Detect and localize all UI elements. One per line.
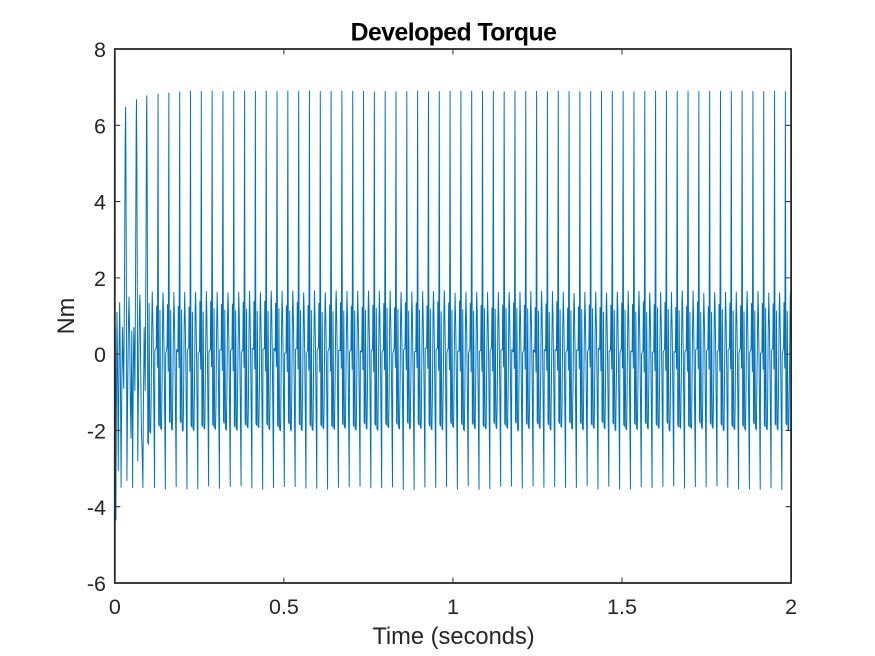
svg-text:0: 0 — [94, 343, 106, 367]
svg-text:0.5: 0.5 — [269, 595, 299, 619]
svg-text:Time (seconds): Time (seconds) — [372, 624, 534, 650]
svg-text:1: 1 — [447, 595, 459, 619]
svg-text:-4: -4 — [87, 496, 106, 520]
svg-text:6: 6 — [94, 114, 106, 138]
svg-text:-2: -2 — [87, 420, 106, 444]
svg-text:1.5: 1.5 — [607, 595, 637, 619]
svg-text:8: 8 — [94, 38, 106, 62]
svg-text:2: 2 — [785, 595, 797, 619]
svg-text:Developed Torque: Developed Torque — [351, 20, 557, 47]
svg-text:0: 0 — [109, 595, 121, 619]
svg-text:-6: -6 — [87, 572, 106, 596]
svg-text:Nm: Nm — [54, 298, 80, 335]
svg-text:4: 4 — [94, 191, 106, 215]
svg-text:2: 2 — [94, 267, 106, 291]
